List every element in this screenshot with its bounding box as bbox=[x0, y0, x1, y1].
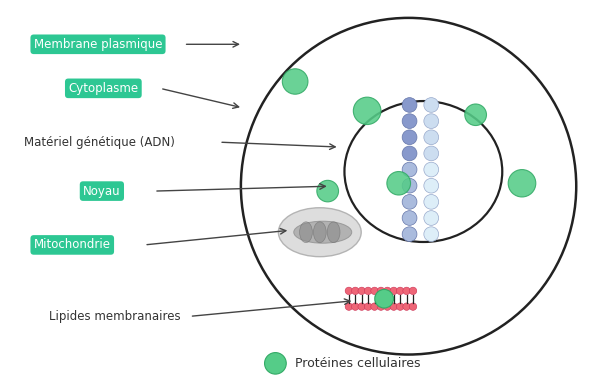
Circle shape bbox=[424, 114, 439, 129]
Text: Noyau: Noyau bbox=[83, 185, 121, 197]
Ellipse shape bbox=[294, 221, 352, 243]
Circle shape bbox=[424, 130, 439, 145]
Circle shape bbox=[390, 303, 398, 310]
Circle shape bbox=[402, 194, 417, 209]
Text: Membrane plasmique: Membrane plasmique bbox=[34, 38, 162, 51]
Circle shape bbox=[424, 194, 439, 209]
Text: Cytoplasme: Cytoplasme bbox=[68, 82, 138, 95]
Circle shape bbox=[508, 170, 536, 197]
Circle shape bbox=[396, 287, 404, 294]
Text: Matériel génétique (ADN): Matériel génétique (ADN) bbox=[24, 136, 175, 149]
Circle shape bbox=[282, 69, 308, 94]
Circle shape bbox=[384, 303, 391, 310]
Circle shape bbox=[371, 303, 378, 310]
Circle shape bbox=[402, 211, 417, 225]
Text: Protéines cellulaires: Protéines cellulaires bbox=[295, 357, 421, 370]
Circle shape bbox=[402, 162, 417, 177]
Circle shape bbox=[396, 303, 404, 310]
Circle shape bbox=[402, 130, 417, 145]
Circle shape bbox=[409, 303, 417, 310]
Circle shape bbox=[364, 303, 372, 310]
Circle shape bbox=[402, 98, 417, 112]
Circle shape bbox=[403, 287, 411, 294]
Circle shape bbox=[387, 172, 411, 195]
Text: Mitochondrie: Mitochondrie bbox=[34, 239, 111, 251]
Circle shape bbox=[403, 303, 411, 310]
Circle shape bbox=[424, 211, 439, 225]
Circle shape bbox=[364, 287, 372, 294]
Circle shape bbox=[377, 287, 385, 294]
Circle shape bbox=[371, 287, 378, 294]
Circle shape bbox=[353, 97, 381, 125]
Ellipse shape bbox=[300, 222, 312, 242]
Circle shape bbox=[424, 146, 439, 161]
Circle shape bbox=[424, 162, 439, 177]
Circle shape bbox=[465, 104, 487, 126]
Circle shape bbox=[317, 180, 339, 202]
Ellipse shape bbox=[314, 222, 326, 242]
Text: Lipides membranaires: Lipides membranaires bbox=[49, 310, 180, 323]
Circle shape bbox=[351, 287, 359, 294]
Circle shape bbox=[409, 287, 417, 294]
Circle shape bbox=[265, 353, 286, 374]
Ellipse shape bbox=[278, 208, 361, 256]
Circle shape bbox=[402, 178, 417, 193]
Circle shape bbox=[358, 303, 365, 310]
Circle shape bbox=[375, 289, 393, 308]
Circle shape bbox=[402, 227, 417, 242]
Circle shape bbox=[390, 287, 398, 294]
Circle shape bbox=[424, 178, 439, 193]
Circle shape bbox=[351, 303, 359, 310]
Circle shape bbox=[377, 303, 385, 310]
Circle shape bbox=[402, 114, 417, 129]
Ellipse shape bbox=[327, 222, 340, 242]
Circle shape bbox=[402, 146, 417, 161]
Circle shape bbox=[345, 287, 353, 294]
Circle shape bbox=[424, 98, 439, 112]
Circle shape bbox=[345, 303, 353, 310]
Circle shape bbox=[384, 287, 391, 294]
Circle shape bbox=[424, 227, 439, 242]
Circle shape bbox=[358, 287, 365, 294]
